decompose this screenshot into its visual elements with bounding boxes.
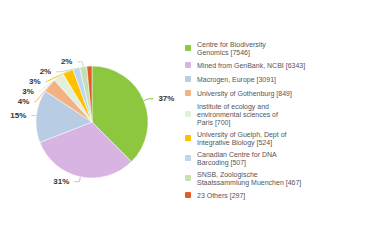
svg-text:Centre for Biodiversity: Centre for Biodiversity (197, 41, 266, 49)
svg-text:University of Guelph, Dept of: University of Guelph, Dept of (197, 131, 287, 139)
svg-text:15%: 15% (10, 111, 26, 120)
svg-text:Barcoding [507]: Barcoding [507] (197, 159, 246, 167)
svg-text:environmental sciences of: environmental sciences of (197, 111, 278, 118)
svg-text:4%: 4% (18, 97, 30, 106)
svg-text:2%: 2% (61, 57, 73, 66)
svg-text:Mined from GenBank, NCBI [6343: Mined from GenBank, NCBI [6343] (197, 62, 305, 70)
svg-text:Institute of ecology and: Institute of ecology and (197, 103, 269, 111)
svg-text:3%: 3% (22, 87, 34, 96)
svg-text:23 Others [297]: 23 Others [297] (197, 192, 245, 200)
svg-text:37%: 37% (158, 94, 174, 103)
svg-text:Staatssammlung Muenchen [467]: Staatssammlung Muenchen [467] (197, 179, 301, 187)
svg-text:3%: 3% (29, 77, 41, 86)
svg-text:University of Gothenburg [849]: University of Gothenburg [849] (197, 90, 292, 98)
svg-text:Macrogen, Europe [3091]: Macrogen, Europe [3091] (197, 76, 276, 84)
svg-text:Canadian Centre for DNA: Canadian Centre for DNA (197, 151, 277, 158)
svg-text:SNSB, Zoologische: SNSB, Zoologische (197, 171, 258, 179)
svg-text:2%: 2% (40, 67, 52, 76)
svg-text:31%: 31% (53, 177, 69, 186)
svg-text:Genomics [7546]: Genomics [7546] (197, 49, 250, 57)
svg-text:Integrative Biology [524]: Integrative Biology [524] (197, 139, 272, 147)
svg-text:Paris [700]: Paris [700] (197, 119, 231, 127)
